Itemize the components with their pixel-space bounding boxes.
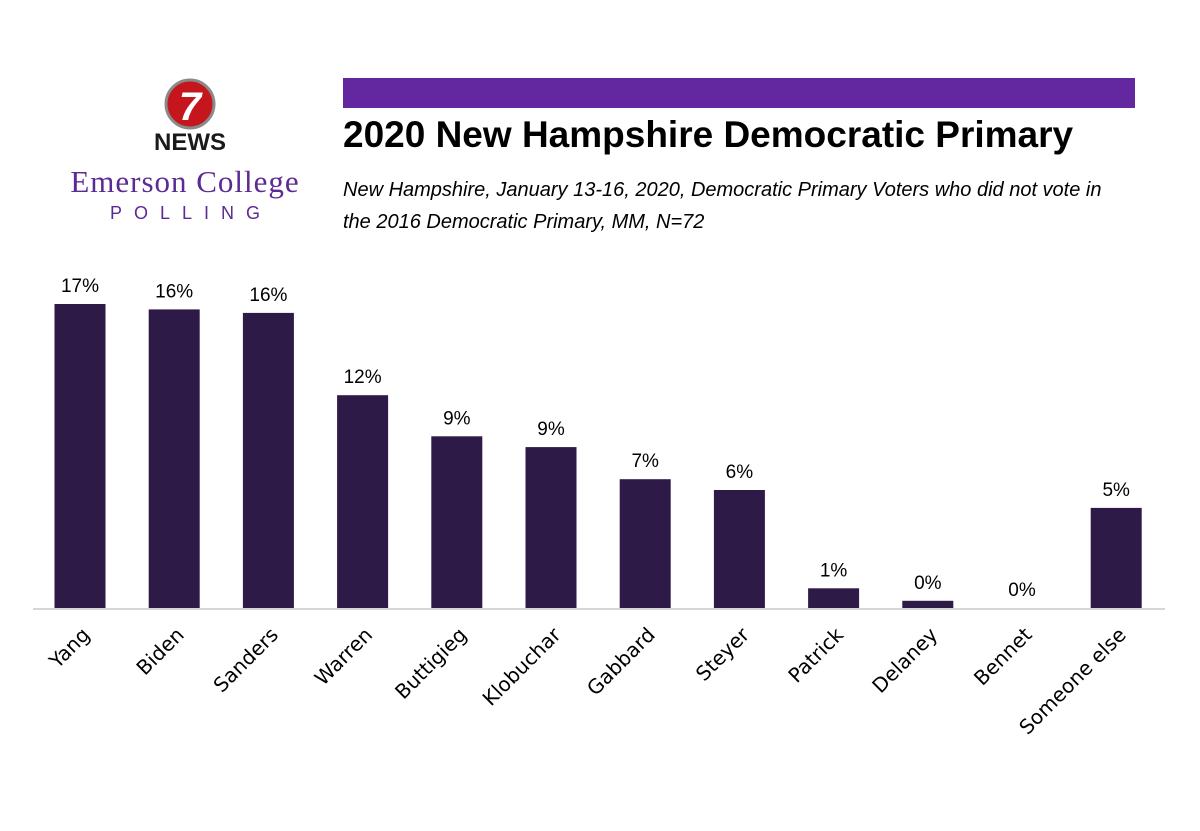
category-label-bennet: Bennet <box>969 622 1037 690</box>
category-label-yang: Yang <box>44 623 95 674</box>
data-label-someone-else: 5% <box>1102 480 1130 501</box>
data-label-patrick: 1% <box>820 560 848 581</box>
chart-subtitle: New Hampshire, January 13-16, 2020, Demo… <box>343 179 1102 233</box>
category-label-gabbard: Gabbard <box>582 623 660 701</box>
bar-buttigieg <box>431 436 483 608</box>
header-accent-bar <box>343 78 1135 108</box>
header-accent-fill <box>343 78 1135 108</box>
data-label-delaney: 0% <box>914 573 942 594</box>
bar-gabbard <box>619 479 671 608</box>
category-label-biden: Biden <box>131 623 188 680</box>
data-label-klobuchar: 9% <box>537 419 565 440</box>
bar-yang <box>54 304 106 608</box>
bar-biden <box>148 309 200 608</box>
data-label-warren: 12% <box>344 367 382 388</box>
data-label-gabbard: 7% <box>631 451 659 472</box>
data-label-sanders: 16% <box>249 285 287 306</box>
category-label-steyer: Steyer <box>691 622 755 686</box>
data-label-bennet: 0% <box>1008 580 1036 601</box>
7news-logo: 7 NEWS <box>154 78 226 154</box>
bar-patrick <box>808 588 860 608</box>
7news-logo-circle <box>164 78 216 130</box>
data-label-buttigieg: 9% <box>443 408 471 429</box>
7news-logo-number: 7 <box>179 85 203 129</box>
category-label-buttigieg: Buttigieg <box>390 623 471 704</box>
bar-sanders <box>242 312 294 608</box>
bar-delaney <box>902 600 954 608</box>
emerson-college-polling-logo: Emerson College POLLING <box>40 165 330 225</box>
data-label-steyer: 6% <box>726 462 754 483</box>
category-label-warren: Warren <box>310 623 377 690</box>
category-label-delaney: Delaney <box>867 622 942 697</box>
7news-logo-text: NEWS <box>154 129 226 154</box>
chart-title: 2020 New Hampshire Democratic Primary <box>343 114 1074 155</box>
bar-someone-else <box>1090 507 1142 608</box>
data-label-yang: 17% <box>61 276 99 297</box>
category-label-sanders: Sanders <box>208 623 282 697</box>
category-label-patrick: Patrick <box>783 622 848 687</box>
emerson-college-name: Emerson College <box>70 164 300 199</box>
bar-klobuchar <box>525 447 577 608</box>
bar-steyer <box>713 490 765 608</box>
data-label-biden: 16% <box>155 281 193 302</box>
category-label-klobuchar: Klobuchar <box>478 622 567 711</box>
bar-warren <box>337 395 389 608</box>
emerson-polling-label: POLLING <box>109 203 273 223</box>
